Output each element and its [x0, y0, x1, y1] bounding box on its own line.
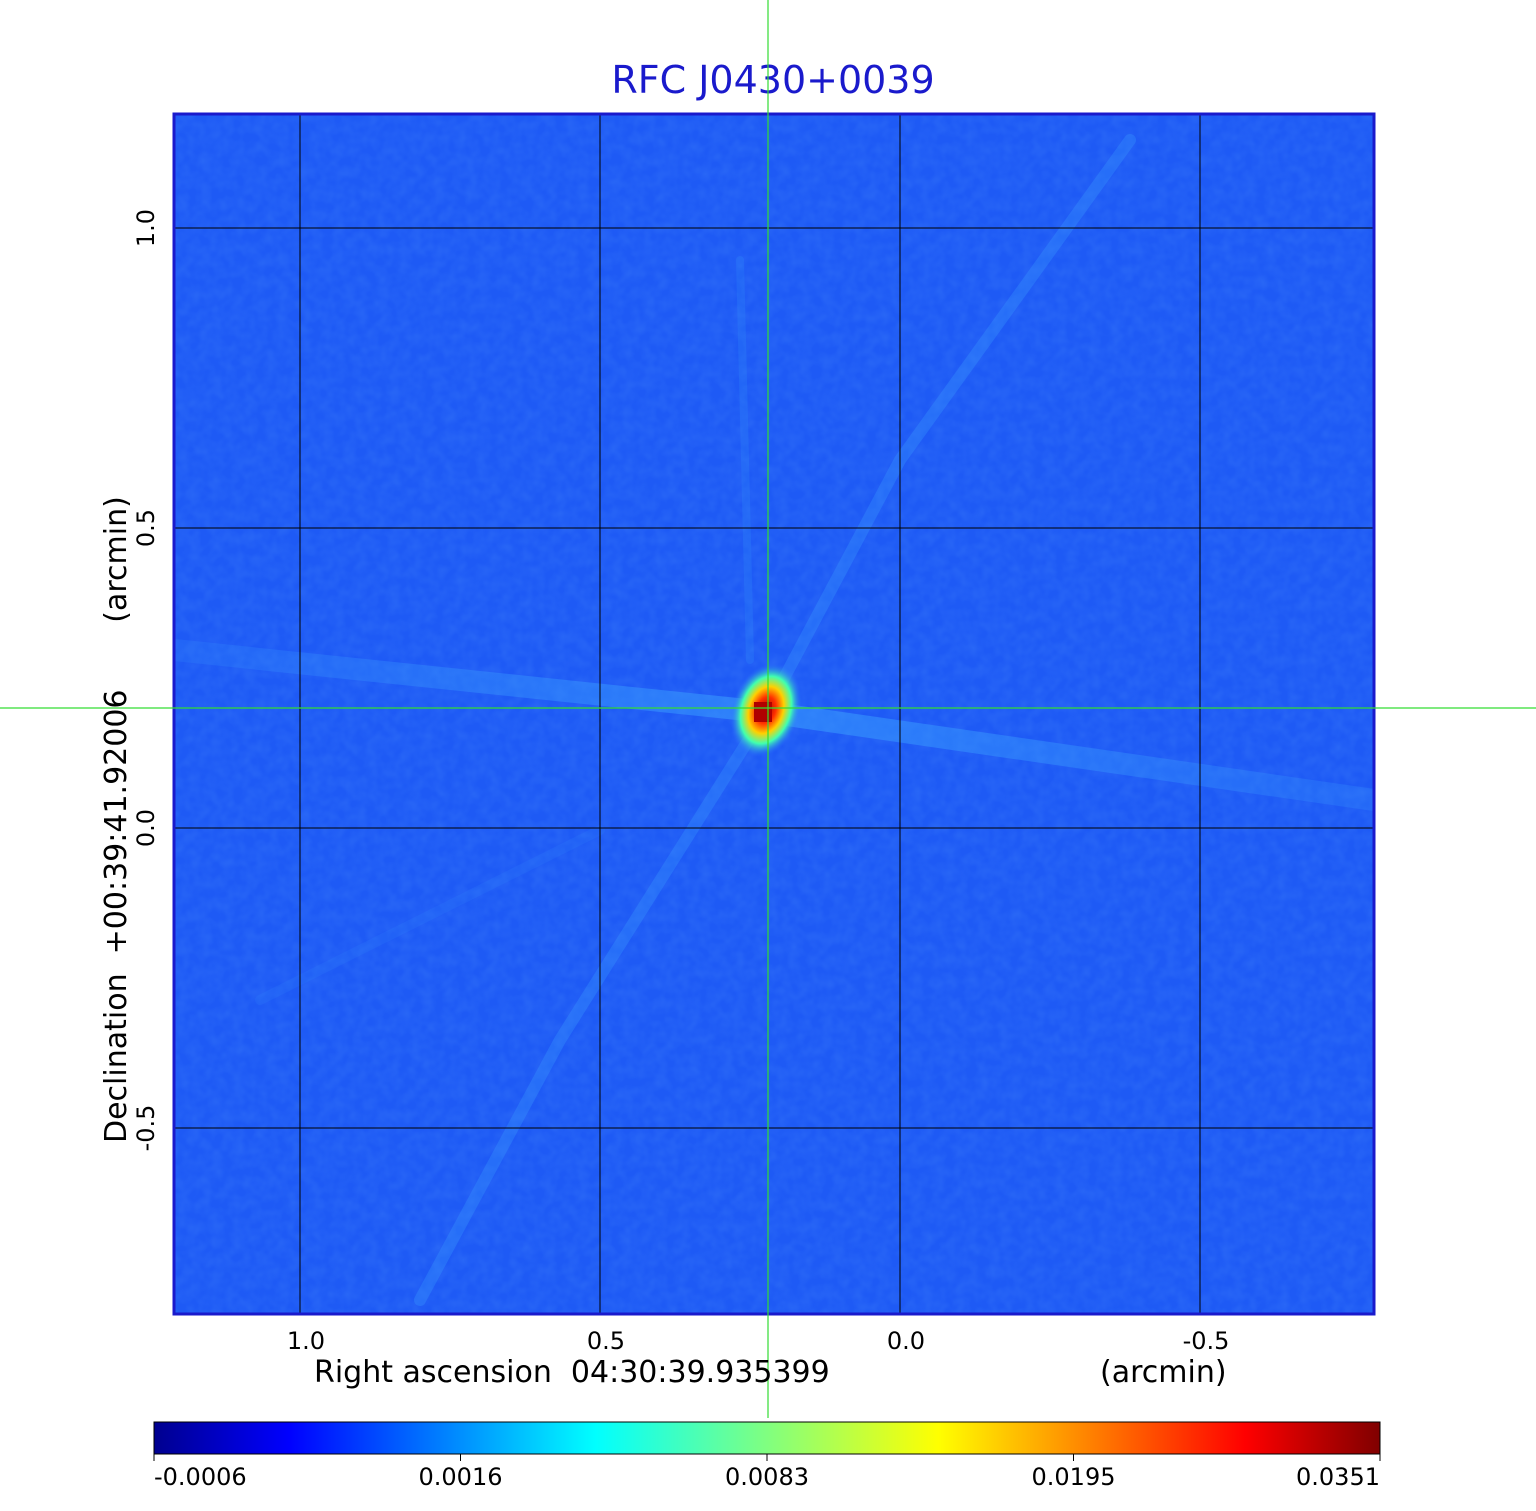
colorbar-tick-label: 0.0016 [419, 1463, 503, 1491]
plot-frame [172, 112, 1376, 1316]
x-tick-label: 0.5 [587, 1327, 625, 1355]
colorbar-tick-label: 0.0351 [1296, 1463, 1380, 1491]
crosshair [0, 0, 1536, 1418]
y-tick-label: -0.5 [132, 1105, 160, 1152]
chart-title: RFC J0430+0039 [611, 58, 934, 102]
colorbar [153, 1421, 1381, 1455]
x-tick-label: 1.0 [287, 1327, 325, 1355]
y-axis-label: Declination +00:39:41.92006 (arcmin) [99, 496, 134, 1143]
y-tick-label: 0.0 [132, 809, 160, 847]
coordinate-grid [174, 114, 1374, 1314]
y-tick-label: 1.0 [132, 209, 160, 247]
colorbar-tick-label: 0.0083 [725, 1463, 809, 1491]
source-core [754, 702, 772, 722]
x-tick-label: 0.0 [887, 1327, 925, 1355]
x-axis-unit: (arcmin) [1100, 1355, 1227, 1390]
colorbar-tick-label: 0.0195 [1032, 1463, 1116, 1491]
tick-labels: 1.0 0.5 0.0 -0.5 1.0 0.5 0.0 -0.5 [132, 209, 1229, 1355]
colorbar-ticks: -0.0006 0.0016 0.0083 0.0195 0.0351 [153, 1454, 1381, 1491]
x-axis-label: Right ascension 04:30:39.935399 [314, 1355, 830, 1390]
y-tick-label: 0.5 [132, 509, 160, 547]
x-tick-label: -0.5 [1183, 1327, 1230, 1355]
colorbar-tick-label: -0.0006 [154, 1463, 247, 1491]
image-area [174, 114, 1374, 1314]
